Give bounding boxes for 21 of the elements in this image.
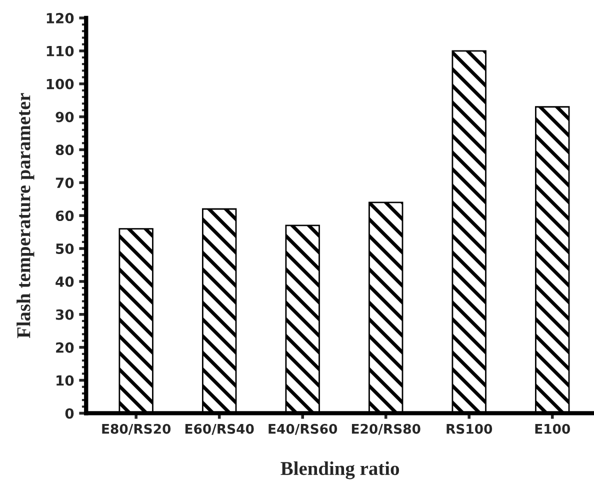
y-tick-label: 60: [56, 210, 74, 222]
x-tick-label: E100: [535, 424, 570, 434]
y-tick-label: 30: [56, 309, 74, 320]
y-axis-title: Flash temperature parameter: [16, 93, 34, 338]
x-axis-title: Blending ratio: [280, 461, 400, 480]
y-tick-label: 120: [46, 12, 74, 24]
x-tick-label: E80/RS20: [102, 424, 171, 435]
y-tick-label: 70: [56, 178, 74, 188]
y-tick-label: 40: [56, 276, 74, 287]
x-tick-label: E60/RS40: [185, 424, 254, 435]
y-tick-label: 90: [56, 112, 74, 122]
y-tick-label: 50: [56, 243, 74, 254]
x-tick-label: E40/RS60: [268, 424, 338, 435]
y-tick-label: 10: [56, 375, 74, 386]
x-tick-label: RS100: [446, 424, 492, 434]
y-tick-label: 110: [46, 46, 74, 56]
y-tick-label: 0: [65, 408, 74, 419]
y-tick-label: 100: [46, 78, 74, 90]
x-tick-label: E20/RS80: [352, 424, 420, 435]
y-tick-label: 20: [56, 342, 74, 353]
y-tick-label: 80: [56, 144, 74, 156]
